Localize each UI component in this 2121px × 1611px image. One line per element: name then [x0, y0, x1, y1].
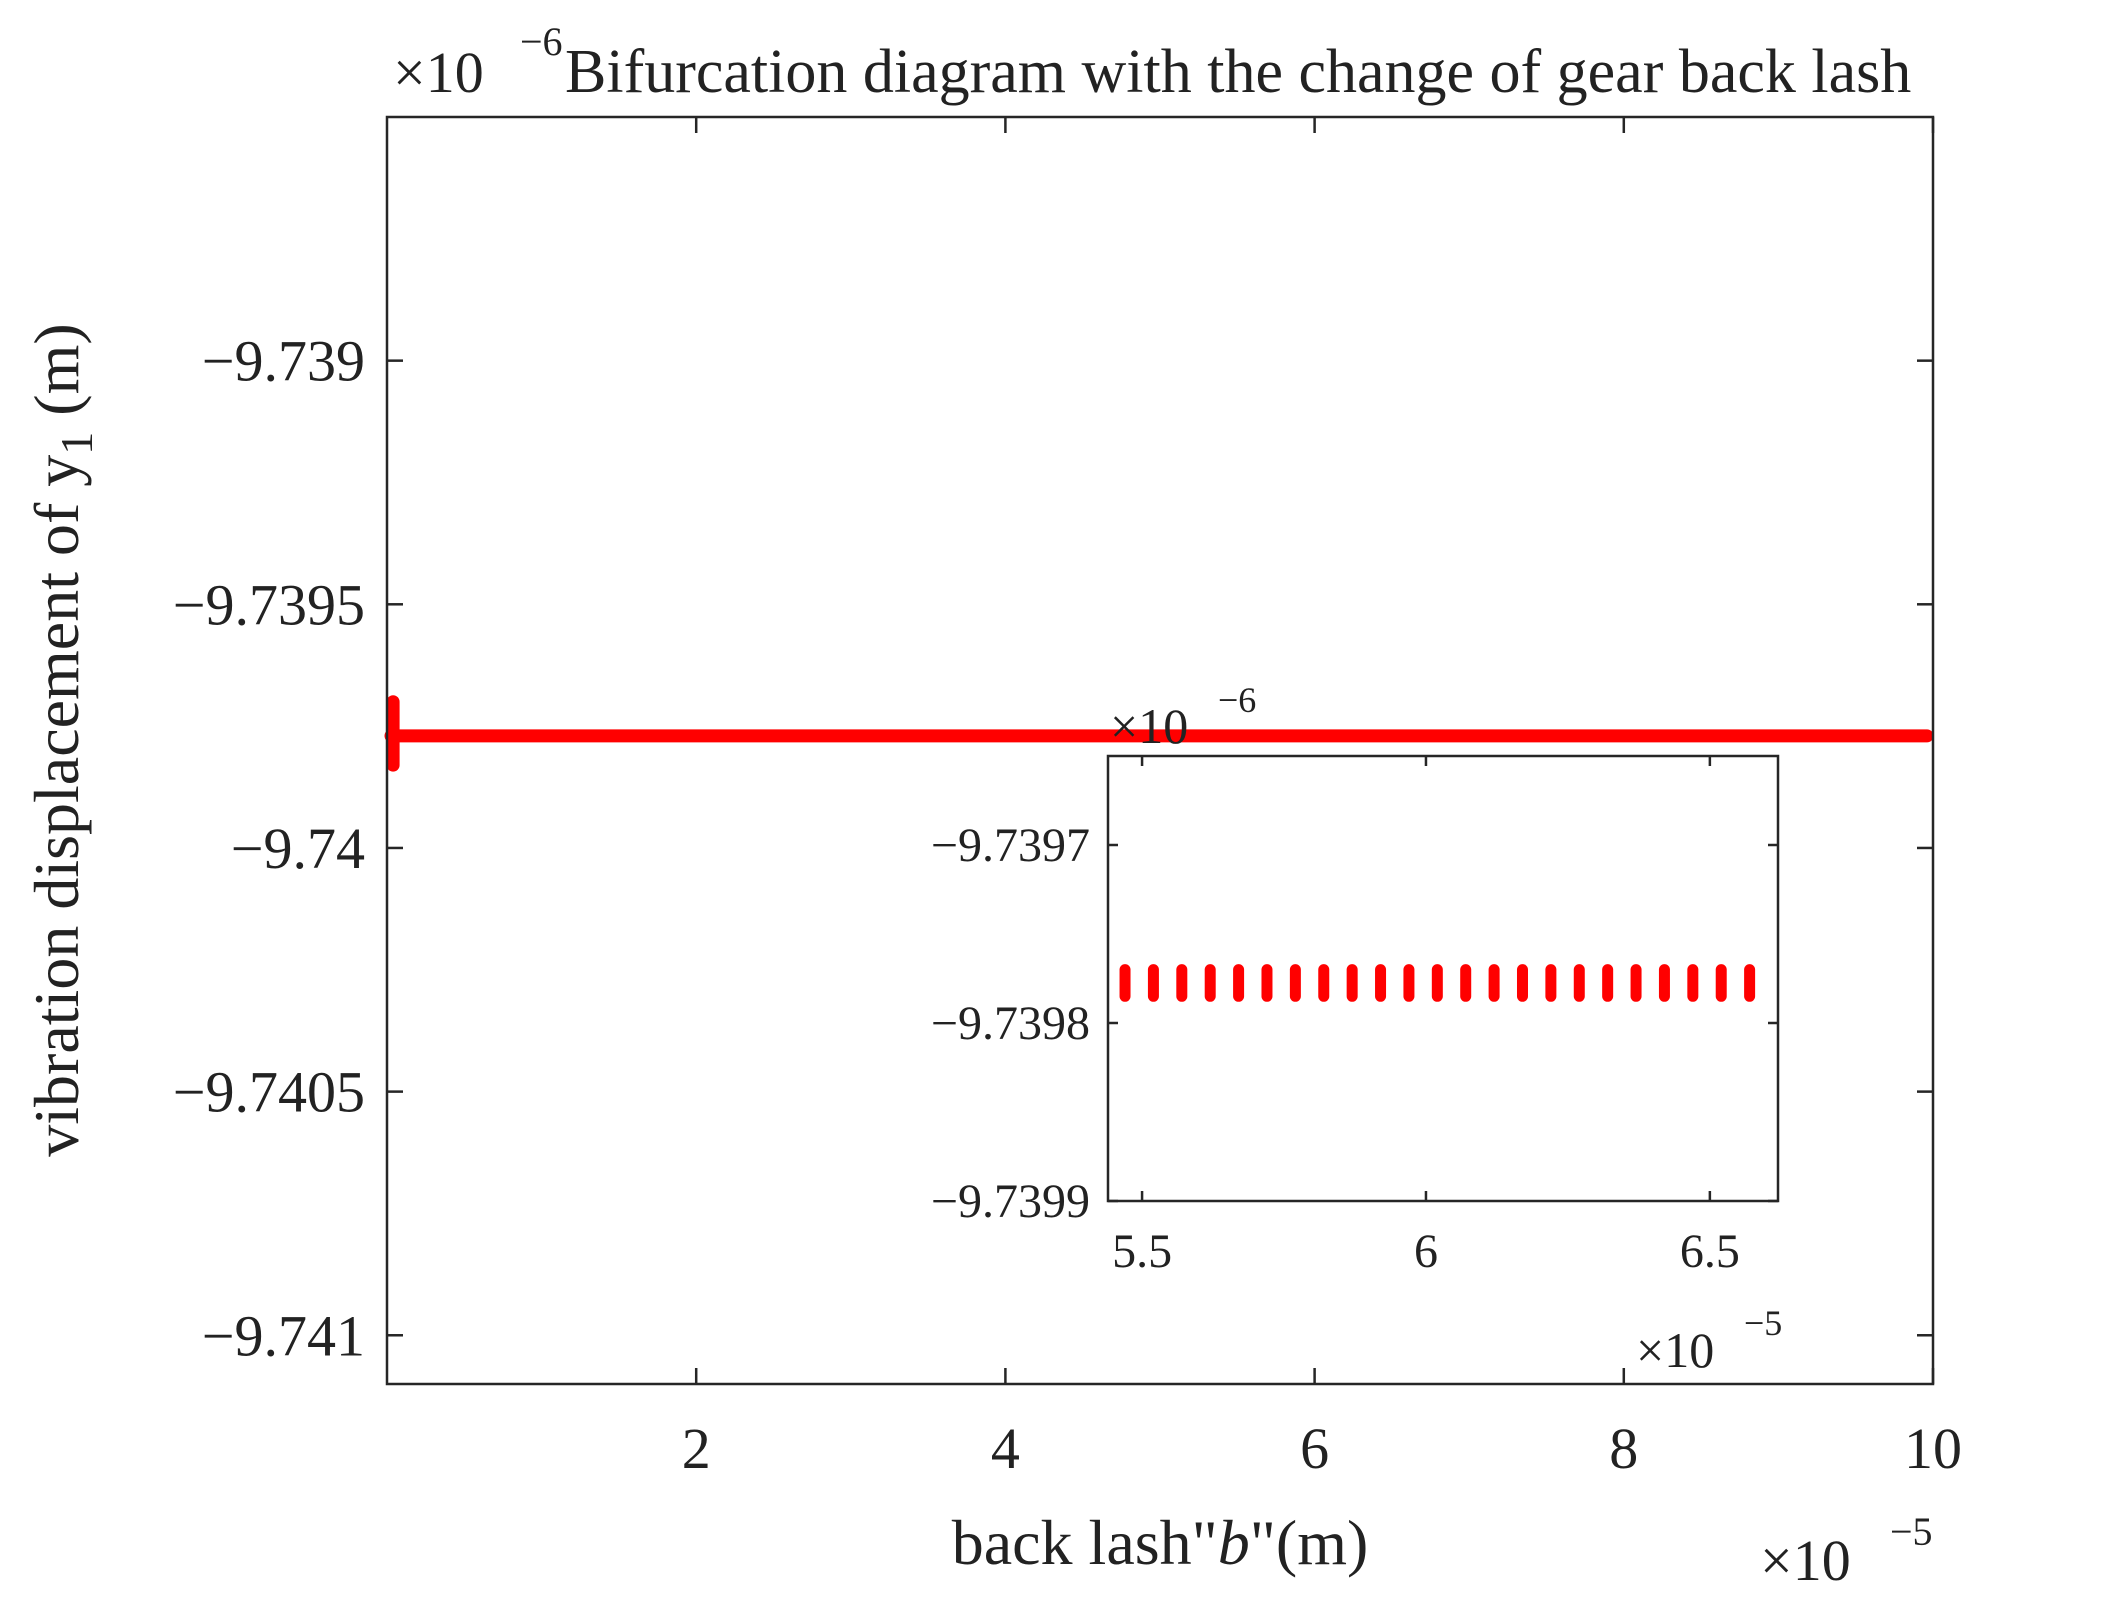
inset-y-multiplier-base: ×10 — [1110, 698, 1188, 754]
inset-y-tick-label: −9.7398 — [931, 997, 1090, 1050]
inset-plot-frame — [1106, 754, 1780, 1203]
x-axis-label: back lash"b"(m) — [952, 1507, 1369, 1578]
inset-x-tick-label: 6 — [1414, 1225, 1438, 1278]
x-tick-label: 6 — [1300, 1416, 1329, 1481]
inset-y-tick-label: −9.7397 — [931, 819, 1090, 872]
inset-plot-area: 5.5 6 6.5 −9.7397 −9.7398 −9.7399 — [931, 756, 1778, 1278]
x-multiplier-base: ×10 — [1760, 1528, 1851, 1593]
y-tick-label: −9.739 — [202, 329, 365, 394]
x-axis-label-prefix: back lash" — [952, 1507, 1218, 1578]
x-axis-label-var: b — [1218, 1507, 1250, 1578]
x-tick-label: 2 — [682, 1416, 711, 1481]
y-axis-label: vibration displacement of y1 (m) — [21, 323, 102, 1156]
chart-title: Bifurcation diagram with the change of g… — [565, 38, 1911, 106]
x-multiplier-exp: −5 — [1890, 1509, 1933, 1554]
y-axis-label-unit: (m) — [21, 323, 92, 431]
inset-y-multiplier-exp: −6 — [1218, 680, 1256, 720]
inset-x-multiplier-base: ×10 — [1636, 1322, 1714, 1378]
x-axis-label-suffix: "(m) — [1250, 1507, 1369, 1578]
inset-y-tick-label: −9.7399 — [931, 1175, 1090, 1228]
y-multiplier-base: ×10 — [393, 40, 484, 105]
main-plot-frame — [385, 115, 1935, 1386]
y-tick-label: −9.741 — [202, 1303, 365, 1368]
inset-x-multiplier-exp: −5 — [1744, 1303, 1782, 1343]
x-tick-label: 10 — [1904, 1416, 1962, 1481]
inset-x-tick-label: 6.5 — [1680, 1225, 1740, 1278]
inset-x-tick-label: 5.5 — [1112, 1225, 1172, 1278]
y-tick-label: −9.7395 — [173, 572, 365, 637]
y-axis-label-main: vibration displacement of y — [21, 455, 92, 1157]
x-tick-label: 4 — [991, 1416, 1020, 1481]
y-axis-label-sub: 1 — [51, 432, 102, 455]
y-tick-label: −9.74 — [231, 816, 365, 881]
main-plot-area: 2 4 6 8 10 −9.739 −9.7395 −9.74 −9.7405 −9.741 — [173, 117, 1962, 1481]
x-tick-label: 8 — [1609, 1416, 1638, 1481]
y-multiplier-exp: −6 — [520, 19, 563, 64]
y-tick-label: −9.7405 — [173, 1060, 365, 1125]
